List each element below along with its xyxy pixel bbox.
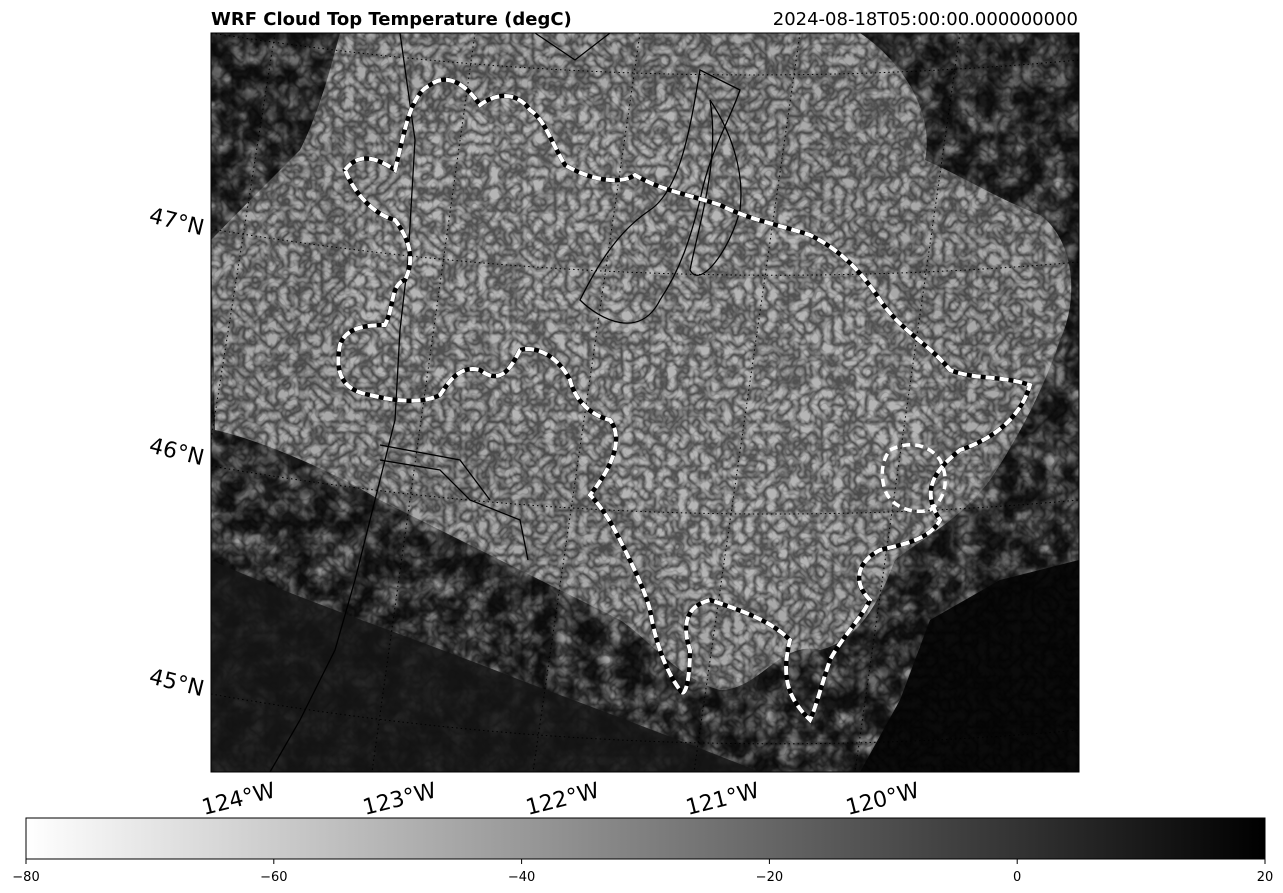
map-panel [211,33,1079,772]
colorbar: −80 −60 −40 −20 0 20 [12,817,1273,885]
lon-label-121: 121°W [683,778,762,820]
cold-cloud-contour-pocket [880,443,947,513]
colorbar-tick-label: −20 [756,870,783,885]
lon-label-123: 123°W [360,778,439,820]
lon-label-122: 122°W [523,778,602,820]
colorbar-tick-label: 0 [1013,870,1021,885]
map-title: WRF Cloud Top Temperature (degC) [211,9,572,30]
lat-label-45: 45°N [147,665,207,703]
colorbar-tick-label: 20 [1257,870,1274,885]
colorbar-ticks: −80 −60 −40 −20 0 20 [12,859,1273,885]
terrain-contours [579,69,742,324]
lon-label-120: 120°W [843,778,922,820]
lower-dark-band [211,560,760,772]
cold-cloud-contour-dash [336,77,1033,724]
lat-label-46: 46°N [147,434,207,472]
timestamp-label: 2024-08-18T05:00:00.000000000 [773,9,1078,30]
lat-label-47: 47°N [147,204,207,242]
colorbar-gradient [25,817,1266,860]
colorbar-tick-label: −80 [12,870,39,885]
graticule [211,33,1079,772]
colorbar-tick-label: −40 [508,870,535,885]
boundaries [269,33,611,772]
lon-label-124: 124°W [199,778,278,820]
colorbar-tick-label: −60 [260,870,287,885]
map-frame [210,32,1080,773]
